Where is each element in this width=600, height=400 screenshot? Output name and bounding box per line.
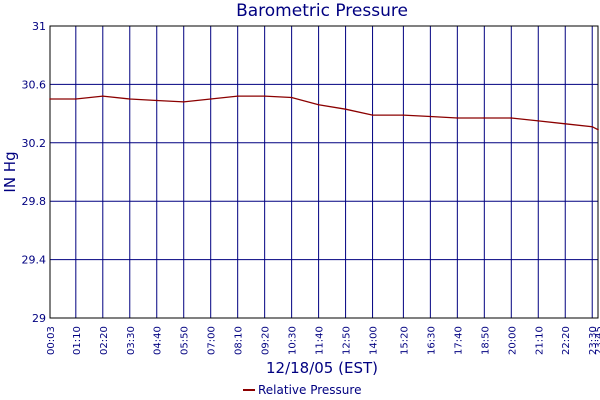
data-point (49, 98, 51, 100)
legend: Relative Pressure (243, 383, 361, 397)
x-tick-label: 04:40 (153, 326, 164, 355)
data-point (371, 114, 374, 116)
data-point (209, 98, 212, 100)
x-tick-label: 21:10 (534, 326, 545, 355)
x-tick-label: 22:20 (561, 326, 572, 355)
x-tick-label: 03:30 (126, 326, 137, 355)
data-point (290, 96, 293, 99)
y-axis-ticks: 31 30.6 30.2 29.8 29.4 29 (22, 20, 47, 325)
x-axis-label: 12/18/05 (EST) (266, 359, 378, 377)
x-tick-label: 05:50 (180, 326, 191, 355)
x-tick-label: 18:50 (480, 326, 491, 355)
x-tick-label: 11:40 (315, 326, 326, 355)
x-axis-ticks: 00:03 01:10 02:20 03:30 04:40 05:50 07:00 08:10… (46, 326, 600, 355)
data-point (591, 125, 594, 128)
x-tick-label: 07:00 (207, 326, 218, 355)
legend-label: Relative Pressure (258, 383, 361, 397)
chart-title: Barometric Pressure (236, 1, 408, 21)
data-point (128, 98, 131, 100)
grid (49, 25, 599, 319)
x-tick-label: 23:30 (588, 326, 599, 355)
y-tick-label: 29 (32, 312, 46, 325)
y-tick-label: 30.2 (22, 137, 47, 150)
y-tick-label: 30.6 (22, 78, 47, 91)
y-tick-label: 29.8 (22, 195, 47, 208)
x-tick-label: 20:00 (507, 326, 518, 355)
data-point (483, 117, 486, 119)
y-axis-label: IN Hg (1, 151, 19, 192)
data-point (101, 95, 104, 97)
data-point (75, 98, 77, 100)
x-tick-label: 00:03 (46, 326, 57, 355)
data-point (317, 104, 320, 106)
x-tick-label: 16:30 (426, 326, 437, 355)
x-tick-label: 17:40 (453, 326, 464, 355)
data-point (344, 108, 347, 111)
x-tick-label: 15:20 (399, 326, 410, 355)
data-point (155, 99, 158, 102)
y-tick-label: 29.4 (22, 254, 47, 267)
x-tick-label: 23:45 (594, 326, 600, 355)
x-tick-label: 02:20 (99, 326, 110, 355)
x-tick-label: 08:10 (234, 326, 245, 355)
data-point (182, 101, 185, 103)
data-point (429, 115, 432, 118)
y-tick-label: 31 (32, 20, 46, 33)
data-point (263, 95, 266, 97)
data-point (456, 117, 459, 119)
x-tick-label: 09:20 (261, 326, 272, 355)
data-point (402, 114, 405, 116)
data-point (564, 123, 567, 125)
x-tick-label: 01:10 (72, 326, 83, 355)
plot-area (49, 25, 599, 319)
series-layer (49, 95, 599, 131)
series-line-relative-pressure (50, 95, 599, 131)
x-tick-label: 10:30 (288, 326, 299, 355)
data-point (510, 117, 513, 119)
data-point (236, 95, 239, 97)
data-point (597, 128, 599, 131)
x-tick-label: 14:00 (369, 326, 380, 355)
data-point (537, 120, 540, 122)
x-tick-label: 12:50 (342, 326, 353, 355)
